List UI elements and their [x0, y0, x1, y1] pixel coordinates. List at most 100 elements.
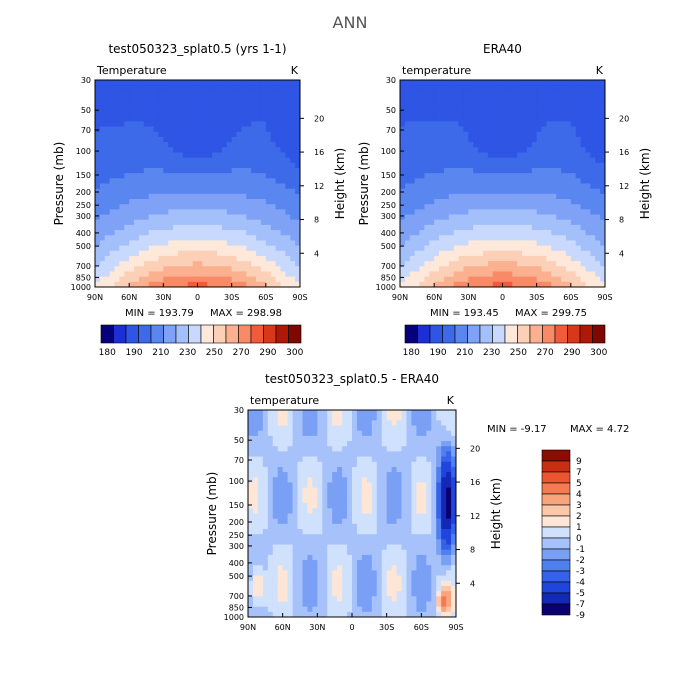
contour-cell [129, 167, 135, 174]
contour-cell [231, 142, 237, 148]
contour-cell [221, 167, 228, 174]
contour-cell [541, 178, 547, 184]
contour-cell [396, 544, 402, 551]
contour-cell [492, 255, 499, 262]
contour-cell [236, 183, 242, 190]
contour-cell [134, 121, 140, 127]
contour-cell [590, 261, 596, 267]
contour-cell [95, 167, 101, 174]
contour-cell [497, 183, 503, 190]
units-label: K [596, 64, 604, 77]
contour-cell [231, 116, 237, 122]
contour-cell [322, 420, 328, 426]
contour-cell [231, 219, 237, 226]
contour-cell [600, 188, 606, 195]
contour-cell [202, 85, 208, 91]
contour-cell [287, 451, 293, 457]
contour-cell [317, 523, 323, 530]
contour-cell [352, 539, 358, 545]
contour-cell [429, 214, 435, 221]
contour-cell [138, 224, 145, 231]
contour-cell [487, 235, 494, 241]
contour-cell [507, 281, 513, 288]
contour-cell [400, 224, 406, 231]
contour-cell [546, 152, 552, 159]
contour-cell [134, 80, 140, 86]
contour-cell [241, 121, 247, 127]
contour-cell [434, 90, 440, 96]
contour-cell [173, 162, 179, 169]
contour-cell [595, 250, 601, 257]
contour-cell [192, 105, 198, 112]
contour-cell [478, 219, 484, 226]
contour-cell [327, 503, 333, 509]
contour-cell [595, 261, 601, 267]
y-tick-label: 1000 [71, 283, 91, 292]
contour-cell [262, 513, 269, 520]
contour-cell [424, 214, 430, 221]
contour-cell [256, 173, 262, 179]
contour-cell [536, 90, 542, 96]
contour-cell [443, 219, 450, 226]
contour-cell [287, 430, 293, 437]
contour-cell [361, 466, 368, 473]
contour-cell [536, 173, 542, 179]
contour-cell [153, 276, 159, 283]
contour-cell [285, 276, 291, 283]
colorbar-swatch [250, 324, 264, 344]
contour-cell [192, 230, 198, 236]
contour-cell [600, 95, 606, 102]
contour-cell [124, 121, 130, 127]
contour-cell [441, 466, 447, 473]
contour-cell [109, 255, 115, 262]
contour-cell [487, 85, 494, 91]
colorbar-swatch [467, 324, 481, 344]
contour-cell [526, 147, 533, 153]
contour-cell [590, 183, 596, 190]
contour-cell [282, 585, 289, 592]
contour-cell [522, 230, 528, 236]
contour-cell [386, 441, 393, 447]
colorbar-swatch [263, 324, 277, 344]
contour-cell [386, 466, 393, 473]
contour-cell [406, 497, 412, 504]
contour-cell [366, 549, 373, 556]
contour-cell [307, 451, 313, 457]
contour-cell [546, 224, 552, 231]
contour-cell [260, 100, 267, 107]
contour-cell [290, 152, 296, 159]
contour-cell [551, 95, 557, 102]
contour-cell [352, 497, 358, 504]
contour-cell [492, 121, 499, 127]
contour-cell [231, 80, 237, 86]
contour-cell [327, 441, 333, 447]
contour-cell [391, 477, 397, 483]
contour-cell [482, 85, 489, 91]
contour-cell [119, 178, 125, 184]
contour-cell [436, 549, 442, 556]
contour-cell [212, 116, 218, 122]
contour-cell [436, 451, 442, 457]
contour-cell [104, 240, 111, 246]
contour-cell [595, 173, 601, 179]
contour-cell [251, 281, 257, 288]
contour-cell [409, 250, 416, 257]
contour-cell [443, 276, 450, 283]
contour-cell [275, 276, 281, 283]
contour-cell [327, 420, 333, 426]
contour-cell [434, 209, 440, 215]
contour-cell [419, 261, 425, 267]
contour-cell [297, 508, 303, 514]
contour-cell [570, 261, 577, 267]
contour-cell [561, 116, 567, 122]
contour-cell [275, 162, 281, 169]
contour-cell [453, 173, 459, 179]
contour-cell [173, 250, 179, 257]
contour-cell [114, 255, 120, 262]
contour-cell [290, 235, 296, 241]
contour-cell [561, 188, 567, 195]
contour-cell [270, 219, 276, 226]
contour-cell [114, 95, 120, 102]
contour-cell [561, 199, 567, 205]
contour-cell [124, 193, 130, 200]
